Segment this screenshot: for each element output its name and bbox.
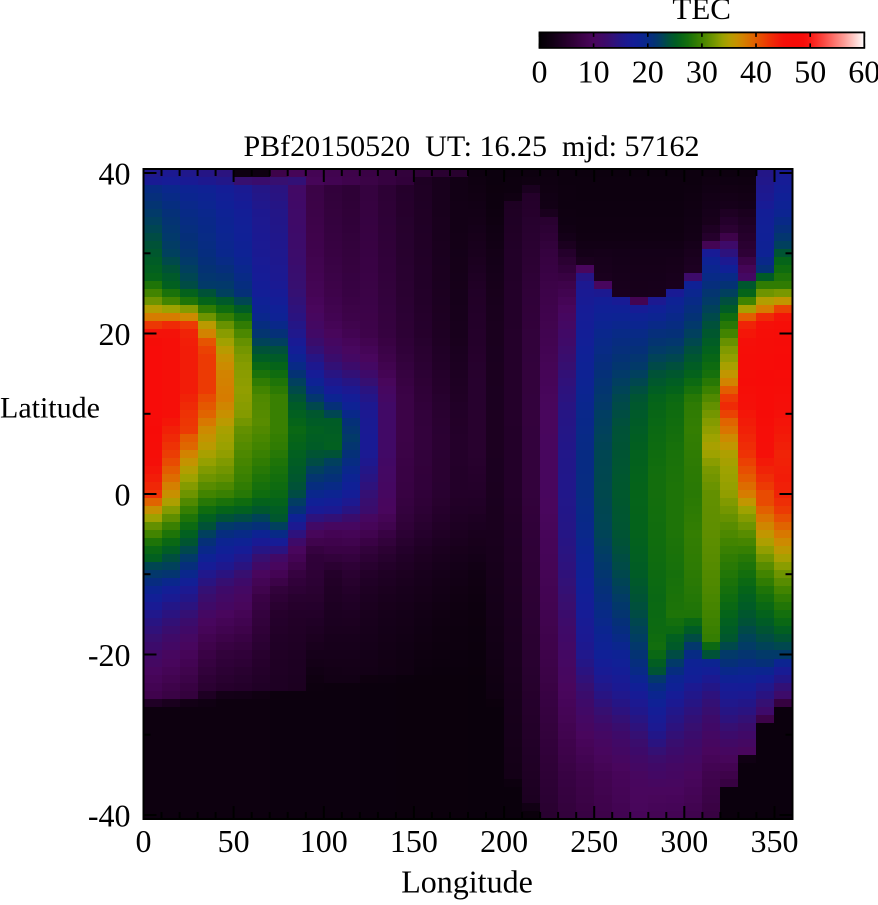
svg-text:40: 40: [99, 156, 131, 192]
svg-text:0: 0: [136, 823, 152, 859]
svg-text:10: 10: [578, 54, 610, 90]
svg-text:250: 250: [570, 823, 618, 859]
svg-text:60: 60: [848, 54, 878, 90]
svg-text:0: 0: [115, 477, 131, 513]
svg-text:30: 30: [686, 54, 718, 90]
svg-text:150: 150: [390, 823, 438, 859]
svg-text:Longitude: Longitude: [401, 864, 533, 900]
svg-text:40: 40: [740, 54, 772, 90]
svg-text:50: 50: [218, 823, 250, 859]
svg-text:300: 300: [660, 823, 708, 859]
svg-text:Latitude: Latitude: [0, 391, 100, 424]
svg-text:-20: -20: [88, 637, 131, 673]
svg-text:350: 350: [751, 823, 799, 859]
svg-text:-40: -40: [88, 798, 131, 834]
svg-text:TEC: TEC: [672, 0, 731, 26]
svg-text:20: 20: [632, 54, 664, 90]
svg-text:20: 20: [99, 316, 131, 352]
svg-text:100: 100: [300, 823, 348, 859]
svg-text:0: 0: [532, 54, 548, 90]
svg-text:200: 200: [480, 823, 528, 859]
svg-text:50: 50: [794, 54, 826, 90]
svg-text:PBf20150520 UT: 16.25 mjd: 5: PBf20150520 UT: 16.25 mjd: 57162: [243, 130, 699, 163]
